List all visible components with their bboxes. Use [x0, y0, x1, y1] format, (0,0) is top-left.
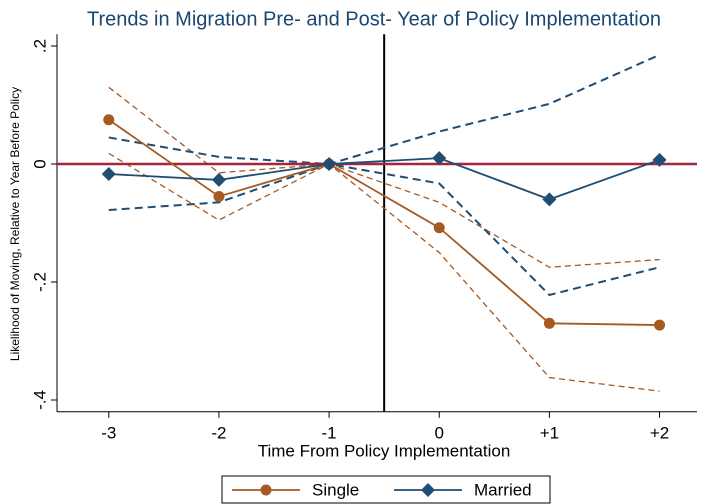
x-axis-label: Time From Policy Implementation [258, 441, 511, 460]
x-tick-label: -3 [101, 423, 116, 442]
circle-marker [213, 190, 225, 202]
circle-marker [103, 114, 115, 126]
y-tick-label: -.4 [30, 390, 49, 410]
x-tick-label: +1 [540, 423, 559, 442]
legend-marker [260, 484, 272, 496]
x-tick-label: +2 [650, 423, 669, 442]
y-axis-label: Likelihood of Moving, Relative to Year B… [8, 87, 22, 361]
series-line [108, 157, 660, 201]
diamond-marker [211, 172, 226, 187]
legend-marker [421, 483, 435, 497]
confidence-band-line [108, 162, 660, 297]
circle-marker [654, 319, 666, 331]
diamond-marker [652, 152, 667, 167]
diamond-marker [322, 157, 337, 171]
series-line [108, 119, 660, 326]
y-tick-label: -.2 [30, 272, 49, 292]
y-tick-label: .2 [30, 39, 49, 53]
x-tick-label: 0 [435, 423, 444, 442]
x-tick-label: -2 [211, 423, 226, 442]
y-tick-label: 0 [30, 159, 49, 168]
circle-marker [543, 317, 555, 329]
confidence-band-line [108, 152, 660, 392]
confidence-band-line [108, 86, 660, 268]
diamond-marker [542, 192, 557, 207]
x-tick-label: -1 [322, 423, 337, 442]
chart-title: Trends in Migration Pre- and Post- Year … [87, 8, 661, 30]
circle-marker [433, 222, 445, 234]
confidence-band-line [108, 53, 660, 166]
legend-label: Married [474, 480, 532, 499]
diamond-marker [101, 167, 116, 182]
diamond-marker [432, 151, 447, 166]
legend-label: Single [312, 480, 359, 499]
